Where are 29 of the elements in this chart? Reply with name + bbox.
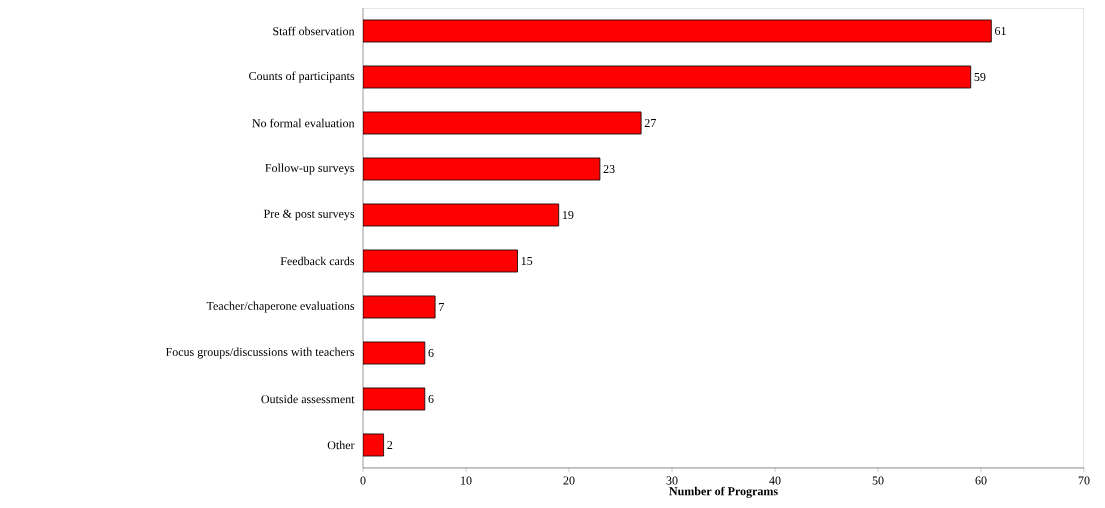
y-tick-label: Feedback cards xyxy=(280,256,355,266)
y-tick-label: Counts of participants xyxy=(249,71,355,83)
x-tick-label: 20 xyxy=(563,476,575,485)
data-label: 6 xyxy=(428,348,434,358)
data-label: 61 xyxy=(995,26,1006,36)
y-tick-label: Follow-up surveys xyxy=(265,163,355,175)
y-tick-label: Focus groups/discussions with teachers xyxy=(165,347,355,359)
x-tick-label: 30 xyxy=(666,476,678,485)
y-tick-label: Outside assessment xyxy=(261,394,355,404)
x-axis-title: Number of Programs xyxy=(669,486,778,498)
x-tick-label: 60 xyxy=(975,476,987,485)
y-tick-label: Other xyxy=(327,440,355,450)
y-tick-label: Staff observation xyxy=(273,26,355,36)
y-tick-label: No formal evaluation xyxy=(252,118,355,128)
data-label: 6 xyxy=(428,394,434,404)
data-label: 19 xyxy=(562,210,574,220)
data-label: 59 xyxy=(974,72,986,82)
data-label: 15 xyxy=(521,256,533,266)
y-tick-label: Pre & post surveys xyxy=(263,209,355,221)
x-tick-label: 40 xyxy=(769,476,781,485)
x-tick-label: 50 xyxy=(872,476,884,485)
x-tick-label: 10 xyxy=(461,476,472,485)
data-label: 2 xyxy=(387,441,393,449)
x-tick-label: 0 xyxy=(360,476,366,485)
data-label: 7 xyxy=(439,303,444,311)
data-label: 23 xyxy=(603,164,615,174)
x-tick-label: 70 xyxy=(1078,476,1090,485)
y-tick-label: Teacher/chaperone evaluations xyxy=(206,301,355,313)
data-label: 27 xyxy=(644,119,656,127)
